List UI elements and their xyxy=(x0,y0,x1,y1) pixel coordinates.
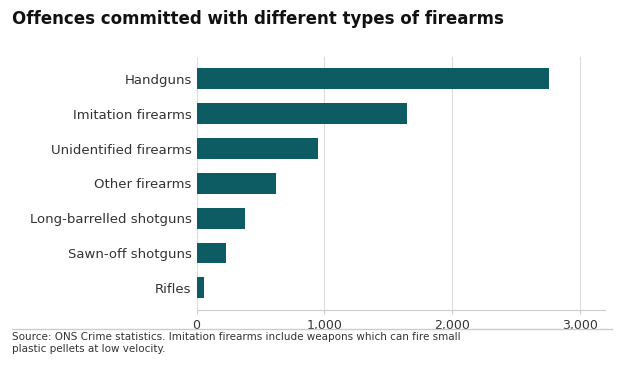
Text: B: B xyxy=(554,345,565,360)
Text: B: B xyxy=(521,345,532,360)
Text: Offences committed with different types of firearms: Offences committed with different types … xyxy=(12,10,504,27)
Bar xyxy=(197,277,204,298)
Text: C: C xyxy=(587,345,598,360)
Text: Source: ONS Crime statistics. Imitation firearms include weapons which can fire : Source: ONS Crime statistics. Imitation … xyxy=(12,332,461,354)
Bar xyxy=(197,208,245,229)
Bar xyxy=(197,103,407,124)
Bar xyxy=(197,68,549,89)
Bar xyxy=(197,138,318,159)
Bar xyxy=(197,242,226,263)
Bar xyxy=(197,173,276,194)
